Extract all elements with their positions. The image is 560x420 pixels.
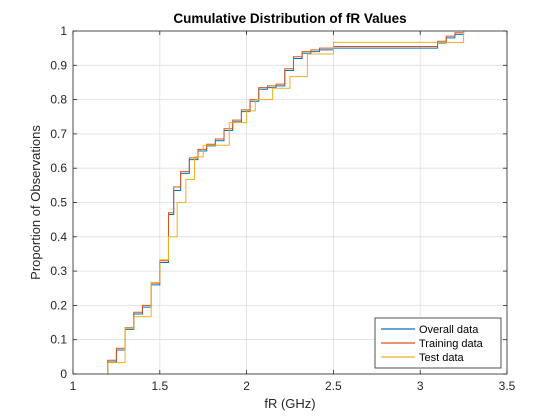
y-tick-label: 0.1 bbox=[50, 333, 67, 347]
y-tick-label: 0.4 bbox=[50, 230, 67, 244]
x-tick-label: 2.5 bbox=[325, 379, 342, 393]
y-tick-label: 0.7 bbox=[50, 127, 67, 141]
y-tick-label: 0.6 bbox=[50, 161, 67, 175]
y-tick-label: 0.5 bbox=[50, 196, 67, 210]
x-tick-label: 3.5 bbox=[499, 379, 516, 393]
y-tick-label: 0.2 bbox=[50, 298, 67, 312]
y-tick-label: 0.8 bbox=[50, 93, 67, 107]
x-tick-label: 3 bbox=[417, 379, 424, 393]
legend: Overall data Training data Test data bbox=[374, 317, 502, 369]
x-tick-label: 1 bbox=[70, 379, 77, 393]
x-tick-label: 2 bbox=[243, 379, 250, 393]
y-tick-label: 0.3 bbox=[50, 264, 67, 278]
x-axis-label: fR (GHz) bbox=[264, 396, 315, 411]
y-tick-label: 0 bbox=[60, 367, 67, 381]
legend-label-0: Overall data bbox=[419, 324, 479, 336]
tick-layer: 1 1.5 2 2.5 3 3.5 0 0.1 0.2 0.3 0.4 0.5 0.6 0.7 0.8 0.9… bbox=[50, 24, 515, 393]
x-tick-label: 1.5 bbox=[151, 379, 168, 393]
chart-title: Cumulative Distribution of fR Values bbox=[173, 11, 406, 26]
y-tick-label: 1 bbox=[60, 24, 67, 38]
legend-label-2: Test data bbox=[419, 352, 465, 364]
series-line-2 bbox=[107, 31, 465, 374]
series-layer bbox=[107, 31, 465, 374]
y-tick-label: 0.9 bbox=[50, 58, 67, 72]
legend-label-1: Training data bbox=[419, 338, 484, 350]
y-axis-label: Proportion of Observations bbox=[28, 125, 43, 280]
